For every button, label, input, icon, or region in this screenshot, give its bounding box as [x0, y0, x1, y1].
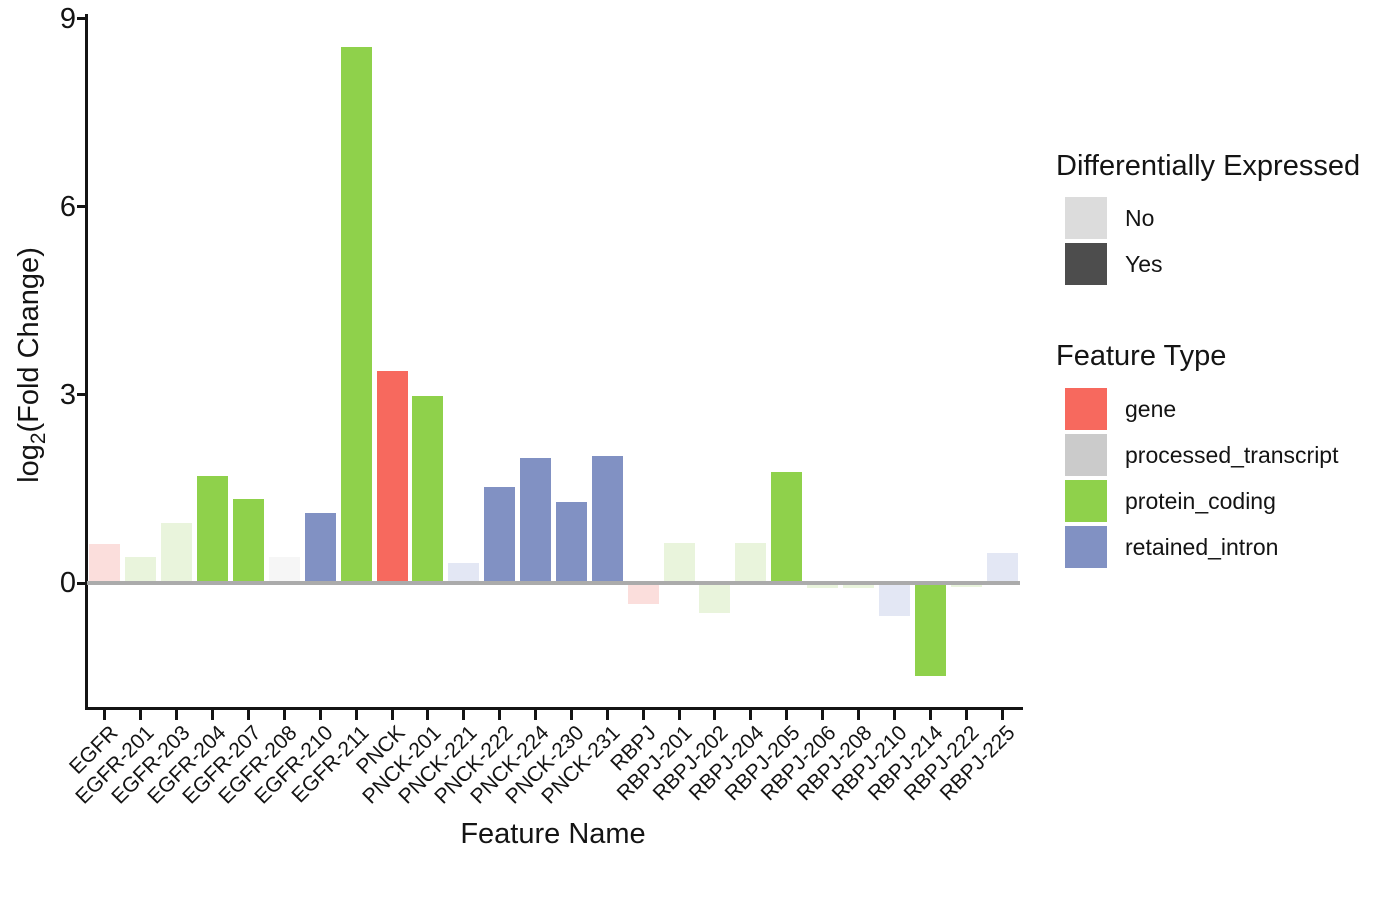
- x-tick-RBPJ-204: [749, 710, 753, 720]
- x-tick-RBPJ-225: [1000, 710, 1004, 720]
- x-axis-line: [85, 707, 1023, 710]
- y-tick-0: [77, 581, 87, 585]
- x-tick-EGFR-201: [139, 710, 143, 720]
- legend-swatch-processed-transcript: [1065, 434, 1107, 476]
- x-tick-PNCK-224: [534, 710, 538, 720]
- zero-line: [87, 581, 1020, 585]
- legend-item-de-no: No: [1065, 197, 1154, 239]
- bar-PNCK-201: [412, 396, 444, 583]
- x-tick-PNCK-221: [462, 710, 466, 720]
- y-tick-3: [77, 393, 87, 397]
- legend-label-retained-intron: retained_intron: [1125, 533, 1279, 560]
- y-tick-9: [77, 17, 87, 21]
- x-tick-PNCK-201: [426, 710, 430, 720]
- x-tick-RBPJ-208: [857, 710, 861, 720]
- legend-swatch-yes: [1065, 243, 1107, 285]
- legend-item-de-yes: Yes: [1065, 243, 1163, 285]
- x-tick-RBPJ-222: [964, 710, 968, 720]
- bar-RBPJ: [627, 583, 659, 604]
- x-tick-EGFR: [103, 710, 107, 720]
- legend-swatch-gene: [1065, 388, 1107, 430]
- x-tick-RBPJ-201: [677, 710, 681, 720]
- bar-EGFR-201: [125, 557, 157, 583]
- bar-EGFR: [89, 544, 121, 583]
- x-tick-EGFR-204: [211, 710, 215, 720]
- x-tick-RBPJ-206: [821, 710, 825, 720]
- bar-EGFR-208: [268, 556, 300, 583]
- y-tick-6: [77, 205, 87, 209]
- bar-RBPJ-202: [699, 583, 731, 614]
- bar-PNCK-222: [484, 487, 516, 583]
- y-axis-title: log2(Fold Change): [13, 247, 51, 483]
- legend-label-yes: Yes: [1125, 250, 1163, 277]
- legend-label-protein-coding: protein_coding: [1125, 487, 1276, 514]
- bar-RBPJ-204: [735, 542, 767, 583]
- y-tick-label-3: 3: [59, 378, 76, 411]
- legend-item-protein-coding: protein_coding: [1065, 480, 1276, 522]
- y-tick-label-9: 9: [59, 2, 76, 35]
- x-tick-RBPJ-205: [785, 710, 789, 720]
- bar-EGFR-210: [304, 513, 336, 583]
- x-tick-EGFR-203: [175, 710, 179, 720]
- legend-swatch-protein-coding: [1065, 480, 1107, 522]
- bar-EGFR-204: [197, 475, 229, 583]
- bar-EGFR-207: [232, 499, 264, 583]
- bar-chart: log2(Fold Change) Feature Name 0 3 6 9 EGFR E…: [13, 2, 1361, 850]
- bar-RBPJ-225: [986, 552, 1018, 583]
- bar-RBPJ-206: [807, 583, 839, 588]
- x-tick-RBPJ-210: [892, 710, 896, 720]
- x-tick-RBPJ-202: [713, 710, 717, 720]
- y-axis-line: [85, 14, 88, 710]
- legend-item-gene: gene: [1065, 388, 1176, 430]
- legend-item-retained-intron: retained_intron: [1065, 526, 1278, 568]
- legend-label-processed-transcript: processed_transcript: [1125, 441, 1339, 468]
- legend-title-differentially-expressed: Differentially Expressed: [1056, 150, 1361, 182]
- bar-RBPJ-201: [663, 542, 695, 583]
- bar-RBPJ-208: [843, 583, 875, 588]
- bar-PNCK-224: [520, 457, 552, 583]
- x-tick-PNCK-222: [498, 710, 502, 720]
- y-tick-label-0: 0: [59, 567, 76, 599]
- x-tick-EGFR-208: [282, 710, 286, 720]
- y-axis-title-subscript: 2: [26, 432, 50, 445]
- x-tick-EGFR-207: [246, 710, 250, 720]
- legend-swatch-no: [1065, 197, 1107, 239]
- x-tick-PNCK-231: [605, 710, 609, 720]
- bar-EGFR-203: [161, 522, 193, 583]
- bar-PNCK-231: [591, 456, 623, 583]
- legend-label-gene: gene: [1125, 395, 1177, 422]
- legend-item-processed-transcript: processed_transcript: [1065, 434, 1339, 476]
- bar-RBPJ-214: [914, 583, 946, 676]
- x-tick-RBPJ-214: [928, 710, 932, 720]
- x-tick-EGFR-210: [318, 710, 322, 720]
- x-axis-title: Feature Name: [460, 818, 646, 850]
- x-tick-EGFR-211: [354, 710, 358, 720]
- bar-PNCK-221: [448, 562, 480, 583]
- bar-EGFR-211: [340, 46, 372, 583]
- legend-label-no: No: [1125, 204, 1155, 231]
- x-tick-RBPJ: [641, 710, 645, 720]
- bar-PNCK-230: [555, 502, 587, 583]
- y-axis-title-text: log: [13, 444, 46, 483]
- bar-PNCK: [376, 371, 408, 583]
- x-tick-PNCK-230: [569, 710, 573, 720]
- bar-RBPJ-210: [878, 583, 910, 617]
- legend-title-feature-type: Feature Type: [1056, 340, 1227, 372]
- legend-swatch-retained-intron: [1065, 526, 1107, 568]
- bar-RBPJ-205: [771, 472, 803, 583]
- x-tick-PNCK: [390, 710, 394, 720]
- y-tick-label-6: 6: [59, 190, 76, 223]
